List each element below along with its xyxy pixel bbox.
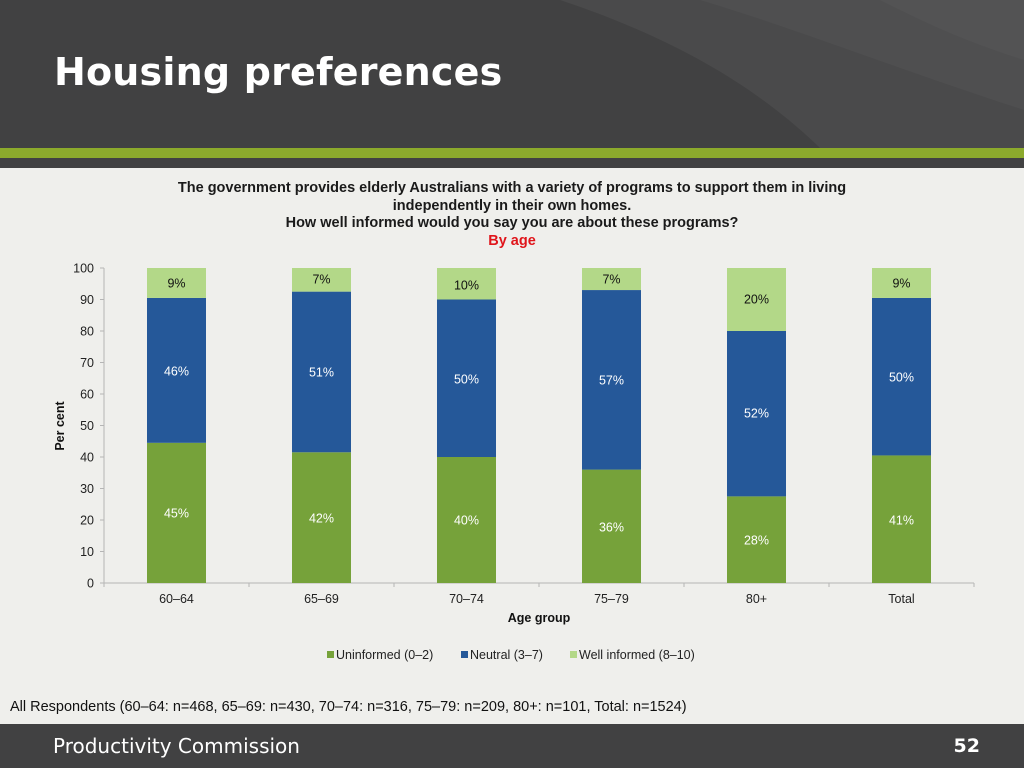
legend-label: Uninformed (0–2) xyxy=(336,648,433,662)
bar-segment xyxy=(437,299,496,457)
x-tick-label: 70–74 xyxy=(449,592,484,606)
data-label: 52% xyxy=(744,407,769,421)
bar-segment xyxy=(872,268,931,298)
data-label: 7% xyxy=(602,273,620,287)
x-tick-label: 60–64 xyxy=(159,592,194,606)
data-label: 46% xyxy=(164,365,189,379)
data-label: 45% xyxy=(164,507,189,521)
data-label: 20% xyxy=(744,293,769,307)
x-tick-label: 80+ xyxy=(746,592,767,606)
y-tick-label: 0 xyxy=(87,577,94,591)
chart-heading: The government provides elderly Australi… xyxy=(0,180,1024,250)
data-label: 28% xyxy=(744,534,769,548)
y-tick-label: 20 xyxy=(80,514,94,528)
y-tick-label: 50 xyxy=(80,419,94,433)
data-label: 36% xyxy=(599,521,624,535)
data-label: 50% xyxy=(889,371,914,385)
data-label: 50% xyxy=(454,373,479,387)
chart-title-line-3: How well informed would you say you are … xyxy=(285,215,739,231)
legend-label: Well informed (8–10) xyxy=(579,648,695,662)
chart-subtitle: By age xyxy=(488,232,536,249)
data-label: 9% xyxy=(167,277,185,291)
data-label: 57% xyxy=(599,374,624,388)
bar-segment xyxy=(727,331,786,497)
data-label: 7% xyxy=(312,273,330,287)
data-label: 40% xyxy=(454,514,479,528)
legend-swatch xyxy=(570,651,577,658)
bar-segment xyxy=(437,457,496,583)
y-axis-title: Per cent xyxy=(53,401,67,451)
page-number: 52 xyxy=(953,735,980,757)
legend-swatch xyxy=(327,651,334,658)
stacked-bar-chart: 0 10 20 30 40 50 60 70 80 90 100 60–64 65–69 70–74 75–… xyxy=(53,262,975,662)
chart-title-line-1: The government provides elderly Australi… xyxy=(177,180,847,196)
data-label: 42% xyxy=(309,512,334,526)
bar-segment xyxy=(147,297,206,443)
bar-segment xyxy=(437,268,496,300)
y-tick-label: 10 xyxy=(80,545,94,559)
bar-segment xyxy=(727,496,786,583)
divider-band xyxy=(0,158,1024,168)
bar-segment xyxy=(727,268,786,331)
x-tick-label: Total xyxy=(888,592,914,606)
sample-footnote: All Respondents (60–64: n=468, 65–69: n=… xyxy=(10,699,687,715)
data-label: 9% xyxy=(892,277,910,291)
y-tick-label: 100 xyxy=(73,262,94,276)
y-tick-label: 40 xyxy=(80,451,94,465)
y-tick-label: 30 xyxy=(80,482,94,496)
slide-footer: Productivity Commission 52 xyxy=(0,724,1024,768)
slide-header: Housing preferences xyxy=(0,0,1024,148)
legend-swatch xyxy=(461,651,468,658)
bar-segment xyxy=(582,290,641,470)
legend-label: Neutral (3–7) xyxy=(470,648,543,662)
y-tick-label: 70 xyxy=(80,356,94,370)
bar-segment xyxy=(582,469,641,583)
bar-segment xyxy=(292,268,351,292)
chart-title-line-2: independently in their own homes. xyxy=(392,197,632,214)
header-decoration xyxy=(560,0,1024,148)
bar-segment xyxy=(872,297,931,456)
footer-organisation: Productivity Commission xyxy=(53,734,300,758)
x-axis-title: Age group xyxy=(508,611,571,625)
bar-segment xyxy=(147,268,206,298)
bar-segment xyxy=(582,268,641,291)
y-tick-label: 60 xyxy=(80,388,94,402)
x-tick-label: 75–79 xyxy=(594,592,629,606)
y-tick-label: 80 xyxy=(80,325,94,339)
x-tick-label: 65–69 xyxy=(304,592,339,606)
bar-segment xyxy=(147,442,206,583)
data-label: 51% xyxy=(309,366,334,380)
bar-segment xyxy=(872,455,931,583)
page-title: Housing preferences xyxy=(54,50,503,94)
y-tick-label: 90 xyxy=(80,293,94,307)
data-label: 10% xyxy=(454,279,479,293)
data-label: 41% xyxy=(889,514,914,528)
bar-segment xyxy=(292,452,351,583)
accent-band xyxy=(0,148,1024,158)
bar-segment xyxy=(292,291,351,453)
